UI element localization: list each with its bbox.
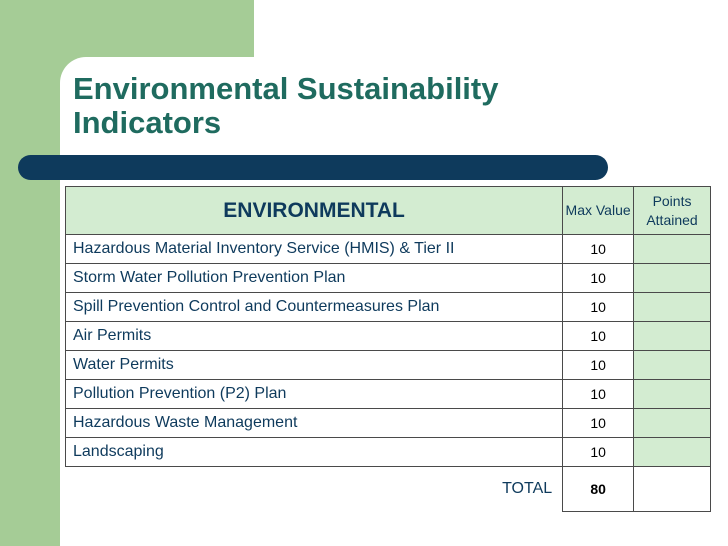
section-header: ENVIRONMENTAL xyxy=(64,186,564,235)
indicator-label: Air Permits xyxy=(64,321,564,351)
points-attained-cell[interactable] xyxy=(633,350,711,380)
max-value-header: Max Value xyxy=(562,186,635,235)
points-attained-header: Points Attained xyxy=(633,186,711,235)
total-label: TOTAL xyxy=(502,480,553,498)
max-value-cell: 10 xyxy=(562,408,635,438)
total-row: TOTAL 80 xyxy=(66,466,711,512)
max-value-cell: 10 xyxy=(562,321,635,351)
slide-title: Environmental Sustainability Indicators xyxy=(73,71,499,140)
indicator-label: Water Permits xyxy=(64,350,564,380)
table-row: Air Permits 10 xyxy=(64,321,711,351)
max-value-cell: 10 xyxy=(562,437,635,467)
table-row: Spill Prevention Control and Countermeas… xyxy=(64,292,711,322)
indicator-label: Pollution Prevention (P2) Plan xyxy=(64,379,564,409)
indicator-label: Landscaping xyxy=(64,437,564,467)
max-value-cell: 10 xyxy=(562,234,635,264)
points-attained-cell[interactable] xyxy=(633,292,711,322)
indicator-label: Hazardous Material Inventory Service (HM… xyxy=(64,234,564,264)
points-attained-cell[interactable] xyxy=(633,263,711,293)
points-attained-cell[interactable] xyxy=(633,379,711,409)
max-value-cell: 10 xyxy=(562,379,635,409)
max-value-cell: 10 xyxy=(562,263,635,293)
total-points-attained[interactable] xyxy=(633,466,711,512)
indicator-label: Spill Prevention Control and Countermeas… xyxy=(64,292,564,322)
indicator-label: Hazardous Waste Management xyxy=(64,408,564,438)
table-row: Hazardous Material Inventory Service (HM… xyxy=(64,234,711,264)
title-divider-bar xyxy=(18,155,608,180)
points-attained-cell[interactable] xyxy=(633,408,711,438)
points-attained-cell[interactable] xyxy=(633,437,711,467)
max-value-cell: 10 xyxy=(562,350,635,380)
max-value-cell: 10 xyxy=(562,292,635,322)
indicator-label: Storm Water Pollution Prevention Plan xyxy=(64,263,564,293)
table-row: Hazardous Waste Management 10 xyxy=(64,408,711,438)
table-row: Landscaping 10 xyxy=(64,437,711,467)
points-attained-cell[interactable] xyxy=(633,234,711,264)
table-row: Storm Water Pollution Prevention Plan 10 xyxy=(64,263,711,293)
table-row: Water Permits 10 xyxy=(64,350,711,380)
total-max-value: 80 xyxy=(562,466,635,512)
table-row: Pollution Prevention (P2) Plan 10 xyxy=(64,379,711,409)
points-attained-cell[interactable] xyxy=(633,321,711,351)
background-green-strip xyxy=(0,0,60,546)
indicators-table: ENVIRONMENTAL Max Value Points Attained … xyxy=(64,186,711,512)
table-header-row: ENVIRONMENTAL Max Value Points Attained xyxy=(64,186,711,235)
